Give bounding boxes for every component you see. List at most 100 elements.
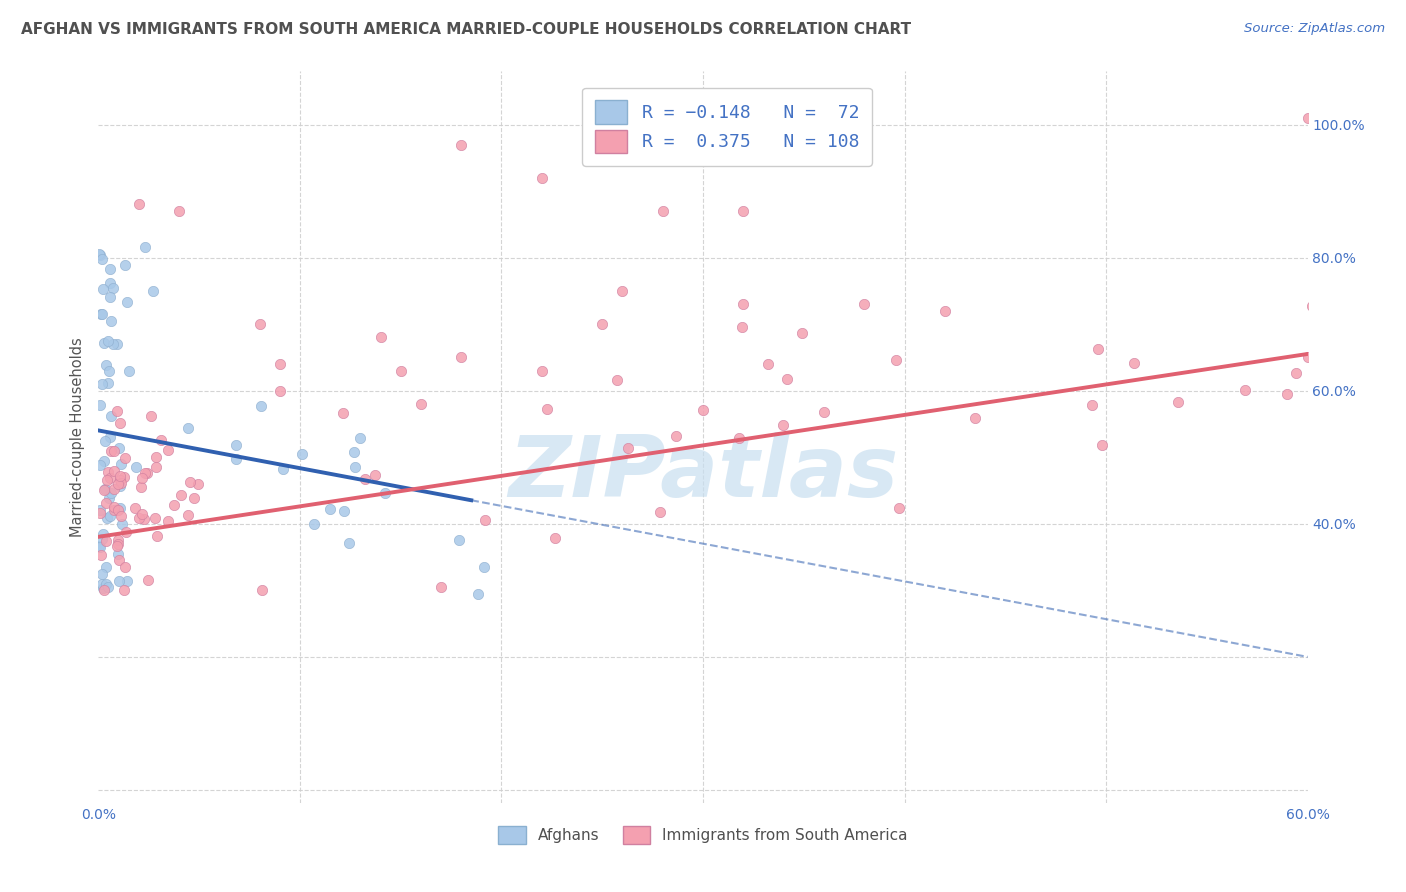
Point xyxy=(107,441,129,455)
Point xyxy=(1081,398,1104,412)
Point xyxy=(530,363,553,377)
Point xyxy=(94,533,117,548)
Point xyxy=(118,364,141,378)
Point xyxy=(692,403,714,417)
Point xyxy=(142,284,165,298)
Point xyxy=(96,511,118,525)
Point xyxy=(650,505,672,519)
Point xyxy=(110,501,132,516)
Point xyxy=(103,443,125,458)
Text: AFGHAN VS IMMIGRANTS FROM SOUTH AMERICA MARRIED-COUPLE HOUSEHOLDS CORRELATION CH: AFGHAN VS IMMIGRANTS FROM SOUTH AMERICA … xyxy=(21,22,911,37)
Point xyxy=(110,457,132,471)
Point xyxy=(91,567,114,582)
Point xyxy=(145,510,167,524)
Text: Source: ZipAtlas.com: Source: ZipAtlas.com xyxy=(1244,22,1385,36)
Point xyxy=(108,473,131,487)
Point xyxy=(132,512,155,526)
Point xyxy=(107,476,129,491)
Point xyxy=(145,459,167,474)
Point xyxy=(467,587,489,601)
Point xyxy=(94,434,117,449)
Point xyxy=(103,464,125,478)
Point xyxy=(105,337,128,351)
Point xyxy=(103,281,125,295)
Point xyxy=(108,479,131,493)
Point xyxy=(965,410,987,425)
Point xyxy=(134,240,156,254)
Point xyxy=(97,465,120,479)
Point xyxy=(450,351,472,365)
Point xyxy=(97,491,120,505)
Point xyxy=(145,529,167,543)
Point xyxy=(91,307,114,321)
Point xyxy=(89,458,111,472)
Point xyxy=(792,326,814,340)
Point xyxy=(853,297,876,311)
Point xyxy=(103,500,125,514)
Point xyxy=(94,559,117,574)
Point xyxy=(370,330,392,344)
Point xyxy=(101,337,124,351)
Point xyxy=(124,501,146,516)
Point xyxy=(114,451,136,466)
Point xyxy=(91,282,114,296)
Point xyxy=(530,170,553,185)
Point xyxy=(887,500,910,515)
Point xyxy=(110,469,132,483)
Point xyxy=(332,406,354,420)
Point xyxy=(91,376,114,391)
Point xyxy=(108,553,131,567)
Point xyxy=(114,560,136,574)
Point xyxy=(1296,351,1319,365)
Point xyxy=(544,531,567,545)
Point xyxy=(114,258,136,272)
Point xyxy=(1087,343,1109,357)
Point xyxy=(90,252,112,266)
Point xyxy=(450,137,472,152)
Point xyxy=(187,477,209,491)
Point xyxy=(1275,387,1298,401)
Point xyxy=(183,491,205,505)
Point xyxy=(156,514,179,528)
Point xyxy=(447,533,470,547)
Point xyxy=(107,503,129,517)
Point xyxy=(157,442,180,457)
Point xyxy=(250,399,273,413)
Point xyxy=(105,539,128,553)
Point xyxy=(115,574,138,589)
Point xyxy=(1233,383,1256,397)
Point xyxy=(110,476,132,491)
Point xyxy=(134,466,156,480)
Point xyxy=(91,532,114,546)
Point xyxy=(89,399,111,413)
Point xyxy=(136,573,159,587)
Point xyxy=(97,376,120,391)
Point xyxy=(108,574,131,588)
Point xyxy=(150,433,173,447)
Point xyxy=(100,444,122,458)
Point xyxy=(89,248,111,262)
Point xyxy=(98,290,121,304)
Point xyxy=(374,485,396,500)
Point xyxy=(1285,366,1308,380)
Point xyxy=(103,482,125,496)
Point xyxy=(775,372,797,386)
Point xyxy=(89,502,111,516)
Point xyxy=(135,466,157,480)
Point xyxy=(756,358,779,372)
Point xyxy=(225,452,247,467)
Point xyxy=(167,204,190,219)
Point xyxy=(131,471,153,485)
Point xyxy=(131,480,153,494)
Point xyxy=(100,314,122,328)
Point xyxy=(115,295,138,310)
Point xyxy=(342,445,364,459)
Point xyxy=(107,547,129,561)
Point xyxy=(98,430,121,444)
Point xyxy=(474,514,496,528)
Point xyxy=(179,475,201,490)
Point xyxy=(111,516,134,531)
Point xyxy=(1296,111,1319,125)
Point xyxy=(772,417,794,432)
Point xyxy=(1123,356,1146,370)
